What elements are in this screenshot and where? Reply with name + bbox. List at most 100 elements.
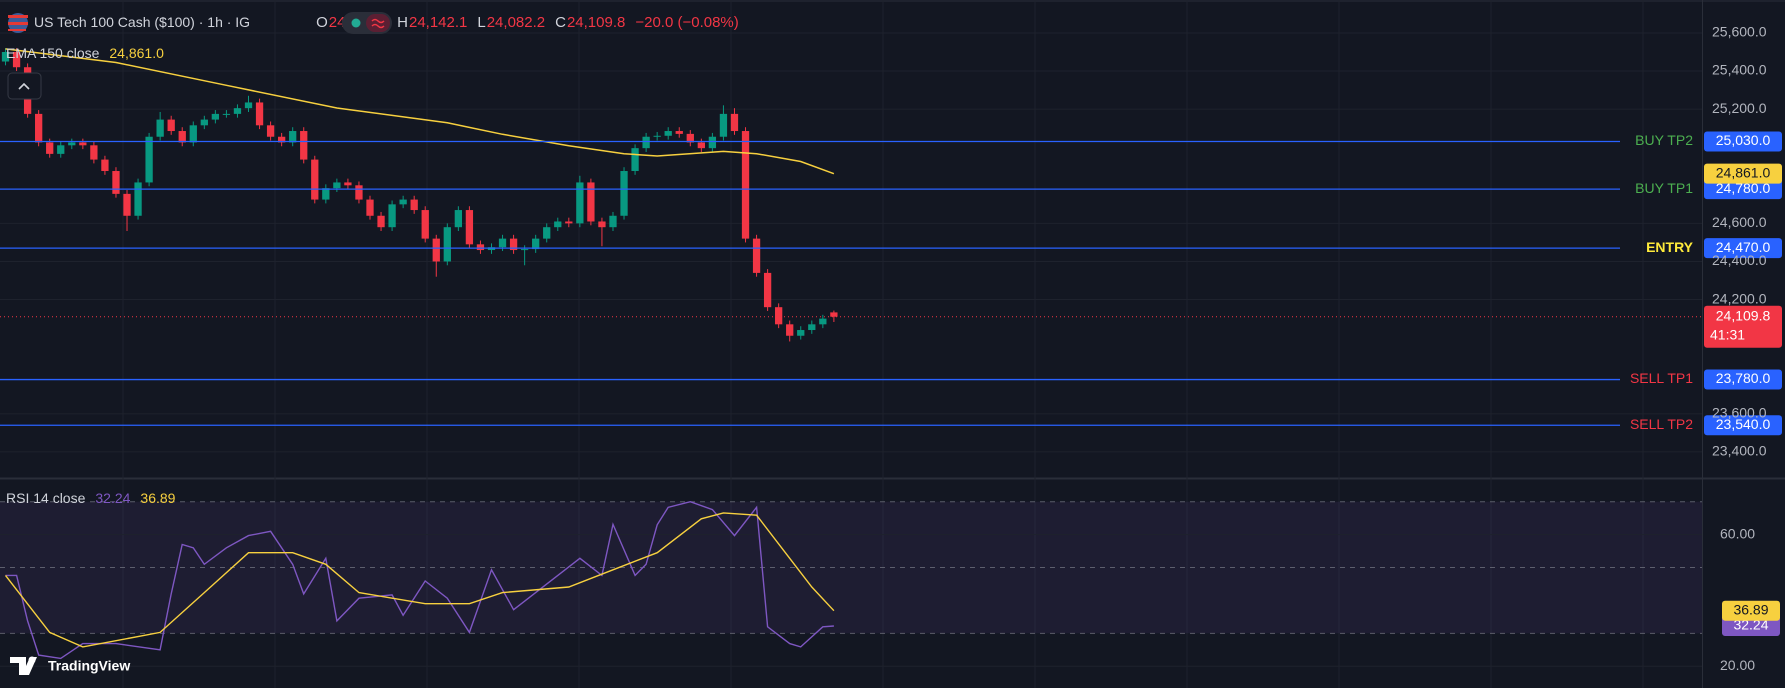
candle-body (664, 131, 672, 136)
candle-body (763, 272, 772, 308)
candle-body (697, 142, 705, 149)
candle-body (255, 102, 264, 126)
flag-stripe (8, 29, 26, 31)
candle-body (35, 113, 43, 143)
level-badge (1704, 415, 1782, 436)
symbol-title: US Tech 100 Cash ($100) · 1h · IG (34, 14, 250, 30)
y-tick-label: 24,200.0 (1712, 290, 1767, 306)
last-price-badge (1704, 305, 1782, 348)
candle-body (819, 318, 827, 325)
rsi-badge-label: 36.89 (1733, 601, 1768, 617)
y-tick-label: 24,600.0 (1712, 214, 1767, 230)
candle-body (587, 182, 595, 222)
candle-body (432, 238, 440, 262)
y-tick-label: 25,200.0 (1712, 100, 1767, 116)
candle-body (123, 193, 131, 216)
candle-body (565, 221, 573, 224)
candle-body (520, 249, 529, 251)
overlay (7, 12, 392, 100)
ohlc-value: 24,109.8 (567, 14, 625, 31)
level-badge-label: 24,780.0 (1716, 180, 1771, 196)
candle-body (388, 204, 396, 228)
candle-body (222, 113, 231, 115)
candle-body (355, 185, 363, 200)
level-badge (1704, 131, 1782, 152)
rsi-line (4, 512, 835, 648)
ohlc-value: 24,142.1 (409, 14, 467, 31)
y-tick-label: 24,400.0 (1712, 252, 1767, 268)
level-badge (1704, 179, 1782, 200)
candle-body (189, 125, 197, 143)
candle-body (686, 133, 694, 143)
candle-body (79, 142, 87, 146)
candle-body (322, 188, 330, 200)
level-badge (1704, 238, 1782, 259)
candle-body (410, 199, 418, 211)
ema-name: EMA 150 close (6, 45, 100, 61)
level-badge (1704, 369, 1782, 390)
ema-badge-label: 24,861.0 (1716, 164, 1771, 180)
grid (0, 0, 1702, 688)
candle-body (730, 113, 739, 132)
candle-body (233, 108, 242, 114)
last-price-label: 24,109.8 (1716, 307, 1771, 323)
rsi-badge (1722, 600, 1780, 621)
collapse-button[interactable] (7, 72, 42, 100)
candle-body (554, 221, 562, 228)
candle-body (289, 131, 297, 143)
level-badge-label: 23,780.0 (1716, 370, 1771, 386)
flag-stripe (8, 22, 28, 25)
y-tick-label: 20.00 (1720, 657, 1755, 673)
rsi-line (5, 500, 834, 660)
candle-body (12, 51, 21, 68)
candle-body (642, 136, 650, 149)
change: −20.0 (−0.08%) (635, 14, 738, 31)
level-badge-label: 25,030.0 (1716, 132, 1771, 148)
candle-body (509, 238, 518, 251)
candle-body (598, 221, 606, 228)
rsi-name: RSI 14 close (6, 490, 86, 506)
candle-body (708, 136, 717, 149)
candle-body (200, 119, 208, 126)
ema-legend: EMA 150 close 24,861.0 (6, 45, 164, 61)
level-name: BUY TP1 (1635, 180, 1693, 196)
candle-body (266, 125, 275, 137)
rsi-badge (1722, 615, 1780, 636)
y-tick-label: 23,400.0 (1712, 443, 1767, 459)
level-name: BUY TP2 (1635, 132, 1693, 148)
candle-body (134, 182, 142, 216)
candle-body (476, 244, 485, 251)
candle-body (631, 148, 639, 172)
candle-body (752, 238, 761, 273)
y-tick-label: 25,600.0 (1712, 24, 1767, 40)
ema-badge (1704, 163, 1782, 184)
rsi-value: 36.89 (140, 490, 175, 506)
ohlc-key: H (397, 14, 408, 31)
candle-body (609, 215, 617, 228)
logo-text: TradingView (48, 658, 130, 674)
ema-value: 24,861.0 (109, 45, 164, 61)
candle-body (797, 330, 805, 336)
candle-body (675, 131, 683, 134)
candle-body (344, 182, 352, 186)
candle-body (300, 131, 308, 160)
candle-body (543, 227, 551, 239)
countdown: 41:31 (1710, 326, 1745, 342)
y-tick-label: 60.00 (1720, 525, 1755, 541)
candle-body (653, 135, 661, 137)
candle-body (311, 159, 319, 200)
candle-body (101, 159, 109, 172)
candle-body (112, 171, 120, 194)
level-badge-label: 23,540.0 (1716, 416, 1771, 432)
candle-body (366, 199, 374, 216)
logo-dot (28, 656, 36, 664)
candle-body (719, 113, 728, 137)
candle-body (576, 182, 584, 224)
candle-body (211, 113, 220, 120)
flag-stripe (8, 15, 28, 18)
candle-body (277, 136, 286, 143)
ohlc-value: 24,082.2 (487, 14, 545, 31)
candle-body (156, 119, 164, 137)
